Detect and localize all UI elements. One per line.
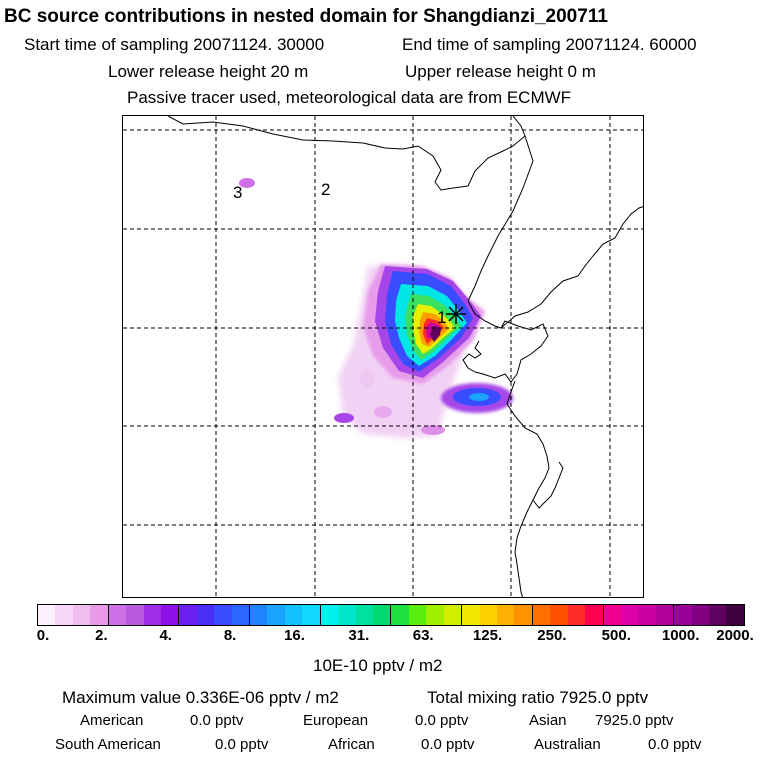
color-scale-segment: [284, 605, 303, 625]
color-scale-tick-label: 125.: [472, 627, 503, 644]
marker-label-3: 3: [233, 183, 242, 202]
american-label: American: [80, 712, 144, 729]
plume-patch-nw: [239, 178, 255, 188]
grid-lines: [123, 116, 643, 597]
coast-bohai: [467, 300, 549, 383]
coast-south: [506, 380, 550, 597]
color-scale-segment: [373, 605, 392, 625]
color-scale-segment: [709, 605, 727, 625]
color-scale-segment: [496, 605, 515, 625]
european-value: 0.0 pptv: [415, 712, 469, 729]
african-value: 0.0 pptv: [421, 736, 475, 753]
color-scale-segment: [179, 605, 197, 625]
plume-patch-s: [421, 425, 445, 435]
color-scale-segment: [90, 605, 109, 625]
color-scale-segment: [408, 605, 427, 625]
korea-coast: [500, 206, 643, 329]
color-scale-segment: [338, 605, 356, 625]
color-scale-segment: [267, 605, 285, 625]
color-scale-segment: [532, 605, 551, 625]
color-scale-segment: [514, 605, 533, 625]
marker-label-1: 1: [437, 308, 446, 327]
australian-value: 0.0 pptv: [648, 736, 702, 753]
south-american-label: South American: [55, 736, 161, 753]
color-scale-segment: [674, 605, 692, 625]
color-scale-tick-label: 2.: [95, 627, 108, 644]
color-scale-segment: [250, 605, 268, 625]
color-scale-segment: [638, 605, 656, 625]
color-scale-segment: [160, 605, 180, 625]
chart-title: BC source contributions in nested domain…: [4, 6, 608, 27]
map-panel: 1 2 3: [122, 115, 644, 598]
south-american-value: 0.0 pptv: [215, 736, 269, 753]
total-mixing-ratio: Total mixing ratio 7925.0 pptv: [427, 688, 649, 707]
color-scale-segment: [302, 605, 321, 625]
asterisk-icon: [446, 304, 466, 324]
color-scale-segment: [655, 605, 675, 625]
color-scale-segment: [38, 605, 56, 625]
plume-se-blob-inner: [469, 393, 489, 401]
coastlines: [167, 116, 643, 597]
plume-patch-w: [359, 369, 375, 387]
color-scale-segment: [567, 605, 586, 625]
end-time-label: End time of sampling 20071124. 60000: [402, 35, 697, 54]
color-scale-segment: [55, 605, 73, 625]
color-scale-segment: [462, 605, 480, 625]
color-scale-segment: [426, 605, 444, 625]
color-scale-segment: [196, 605, 215, 625]
plume-patch-sw: [334, 413, 354, 423]
color-scale-segment: [620, 605, 639, 625]
color-scale-segment: [320, 605, 339, 625]
color-scale-tick-label: 63.: [412, 627, 434, 644]
color-scale-tick-label: 500.: [601, 627, 631, 644]
color-scale-tick-label: 4.: [159, 627, 172, 644]
color-scale-segment: [691, 605, 710, 625]
coast-shandong: [462, 340, 482, 373]
asian-value: 7925.0 pptv: [595, 712, 674, 729]
color-scale-units: 10E-10 pptv / m2: [313, 656, 443, 675]
border-east: [467, 135, 534, 302]
australian-label: Australian: [534, 736, 601, 753]
border-north: [167, 116, 526, 191]
color-scale-segment: [391, 605, 409, 625]
color-scale-tick-label: 2000.: [716, 627, 754, 644]
color-scale-segment: [355, 605, 374, 625]
map-canvas: 1 2 3: [123, 116, 643, 597]
color-scale-segment: [585, 605, 604, 625]
color-scale-tick-label: 16.: [284, 627, 305, 644]
color-scale-segment: [550, 605, 568, 625]
concentration-plume: [239, 178, 513, 438]
color-scale-segment: [231, 605, 251, 625]
tracer-note: Passive tracer used, meteorological data…: [127, 88, 572, 107]
maximum-value: Maximum value 0.336E-06 pptv / m2: [62, 688, 339, 707]
plume-patch-mid: [374, 406, 392, 418]
color-scale-segment: [726, 605, 744, 625]
color-scale-tick-label: 31.: [348, 627, 370, 644]
color-scale-segment: [108, 605, 127, 625]
african-label: African: [328, 736, 375, 753]
color-scale-segment: [443, 605, 463, 625]
color-scale-segment: [143, 605, 161, 625]
american-value: 0.0 pptv: [190, 712, 244, 729]
upper-release-height-label: Upper release height 0 m: [405, 62, 596, 81]
color-scale-tick-label: 1000.: [661, 627, 700, 644]
lower-release-height-label: Lower release height 20 m: [108, 62, 309, 81]
asian-label: Asian: [529, 712, 567, 729]
marker-label-2: 2: [321, 180, 330, 199]
color-scale-segment: [603, 605, 621, 625]
color-scale-segment: [126, 605, 144, 625]
plume-core: [430, 326, 441, 342]
color-scale-tick-label: 8.: [223, 627, 237, 644]
european-label: European: [303, 712, 369, 729]
start-time-label: Start time of sampling 20071124. 30000: [24, 35, 325, 54]
color-scale-bar: [37, 604, 745, 626]
color-scale-tick-label: 0.: [36, 627, 50, 644]
color-scale-segment: [72, 605, 91, 625]
color-scale-tick-label: 250.: [537, 627, 567, 644]
color-scale-segment: [479, 605, 497, 625]
color-scale-segment: [214, 605, 232, 625]
coast-peninsula: [532, 461, 564, 509]
